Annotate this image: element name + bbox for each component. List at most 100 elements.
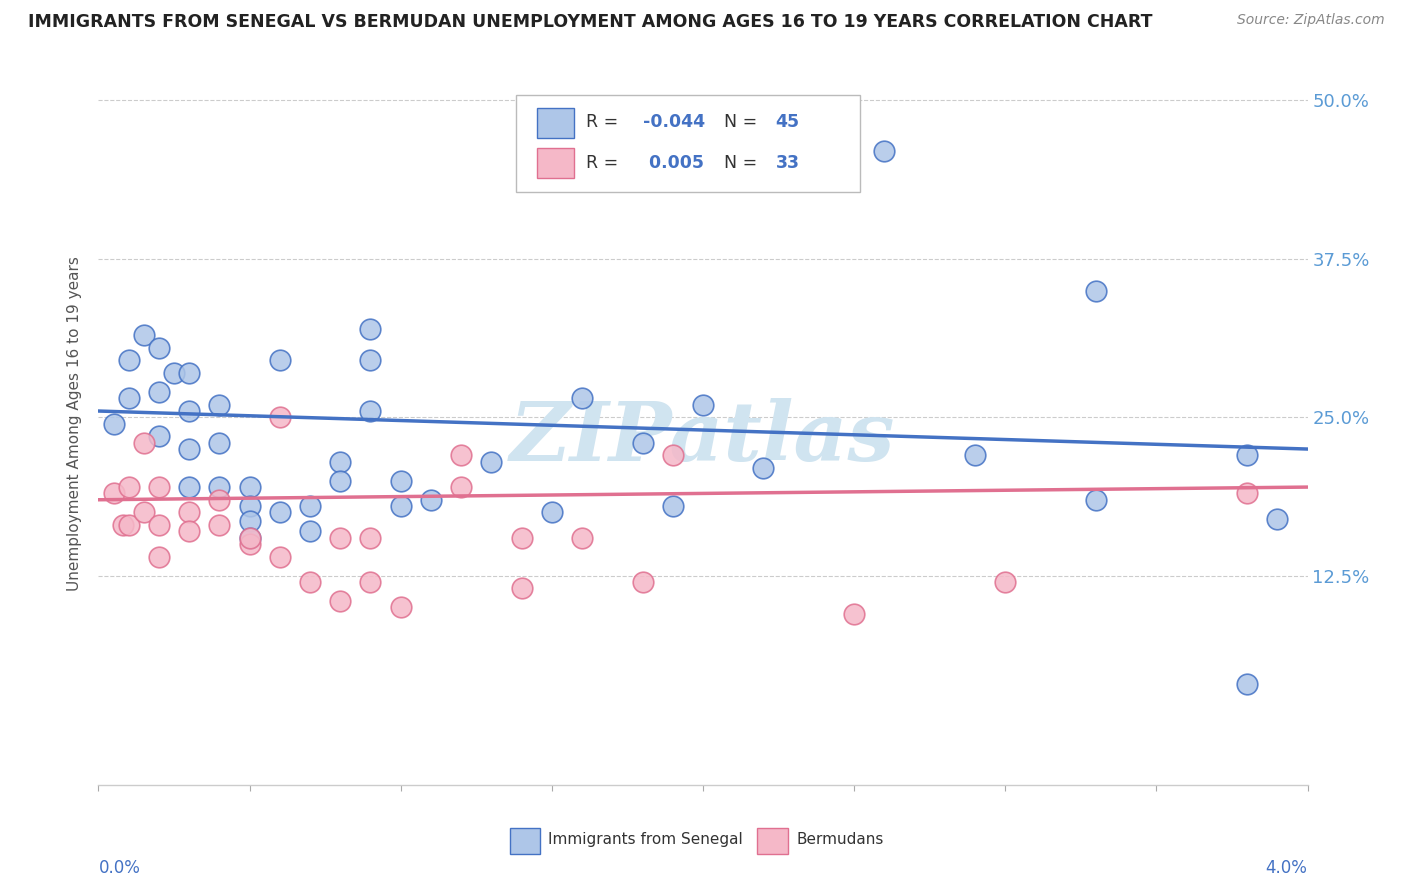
Point bbox=[844, 607, 866, 621]
Point bbox=[179, 480, 201, 494]
Point bbox=[239, 531, 262, 545]
Text: ZIPatlas: ZIPatlas bbox=[510, 398, 896, 478]
Point bbox=[360, 404, 382, 418]
Point bbox=[179, 366, 201, 380]
Point bbox=[179, 505, 201, 519]
Point bbox=[269, 410, 291, 425]
Point bbox=[208, 492, 231, 507]
Text: N =: N = bbox=[724, 113, 762, 131]
Point bbox=[661, 499, 683, 513]
Point bbox=[631, 435, 654, 450]
Text: IMMIGRANTS FROM SENEGAL VS BERMUDAN UNEMPLOYMENT AMONG AGES 16 TO 19 YEARS CORRE: IMMIGRANTS FROM SENEGAL VS BERMUDAN UNEM… bbox=[28, 13, 1153, 31]
Point bbox=[329, 455, 352, 469]
Point bbox=[148, 480, 170, 494]
Point bbox=[179, 404, 201, 418]
Point bbox=[510, 582, 533, 596]
Point bbox=[148, 549, 170, 564]
Text: N =: N = bbox=[724, 154, 762, 172]
Point bbox=[179, 524, 201, 539]
Point bbox=[239, 499, 262, 513]
Point bbox=[329, 474, 352, 488]
Point bbox=[299, 575, 322, 590]
Point bbox=[269, 549, 291, 564]
Point bbox=[118, 353, 141, 368]
Point bbox=[208, 518, 231, 533]
Point bbox=[1085, 284, 1108, 298]
Point bbox=[510, 531, 533, 545]
Text: R =: R = bbox=[586, 154, 623, 172]
Point bbox=[132, 505, 155, 519]
Point bbox=[299, 499, 322, 513]
Point bbox=[208, 435, 231, 450]
Point bbox=[873, 144, 896, 158]
Point bbox=[692, 398, 714, 412]
Point bbox=[299, 524, 322, 539]
Point bbox=[118, 480, 141, 494]
Point bbox=[360, 531, 382, 545]
Point bbox=[179, 442, 201, 456]
Text: R =: R = bbox=[586, 113, 623, 131]
Point bbox=[1236, 449, 1258, 463]
Point bbox=[111, 518, 134, 533]
Point bbox=[389, 499, 412, 513]
Point bbox=[132, 435, 155, 450]
Point bbox=[965, 449, 987, 463]
Point bbox=[239, 480, 262, 494]
Text: -0.044: -0.044 bbox=[643, 113, 704, 131]
Point bbox=[1085, 492, 1108, 507]
Point bbox=[571, 392, 593, 406]
Point bbox=[752, 461, 775, 475]
Point bbox=[420, 492, 443, 507]
Text: 33: 33 bbox=[776, 154, 800, 172]
Text: 0.005: 0.005 bbox=[643, 154, 703, 172]
Point bbox=[616, 100, 638, 114]
Point bbox=[389, 474, 412, 488]
Point bbox=[450, 480, 472, 494]
Point bbox=[481, 455, 503, 469]
Point bbox=[1236, 676, 1258, 690]
Point bbox=[1267, 512, 1289, 526]
FancyBboxPatch shape bbox=[516, 95, 860, 193]
Point bbox=[269, 353, 291, 368]
Text: Immigrants from Senegal: Immigrants from Senegal bbox=[548, 831, 742, 847]
Point bbox=[360, 321, 382, 335]
Point bbox=[329, 594, 352, 608]
Point bbox=[269, 505, 291, 519]
Point bbox=[118, 518, 141, 533]
Point bbox=[148, 384, 170, 399]
Point bbox=[148, 429, 170, 443]
Point bbox=[360, 575, 382, 590]
Point bbox=[103, 486, 125, 500]
Text: Source: ZipAtlas.com: Source: ZipAtlas.com bbox=[1237, 13, 1385, 28]
Point bbox=[661, 449, 683, 463]
Point bbox=[540, 505, 562, 519]
Text: 45: 45 bbox=[776, 113, 800, 131]
FancyBboxPatch shape bbox=[758, 829, 787, 854]
Point bbox=[360, 353, 382, 368]
Point bbox=[132, 328, 155, 343]
Point bbox=[239, 514, 262, 528]
FancyBboxPatch shape bbox=[509, 829, 540, 854]
Text: Bermudans: Bermudans bbox=[796, 831, 883, 847]
Point bbox=[208, 480, 231, 494]
FancyBboxPatch shape bbox=[537, 148, 574, 178]
Point bbox=[118, 392, 141, 406]
Point bbox=[994, 575, 1017, 590]
Point bbox=[103, 417, 125, 431]
Y-axis label: Unemployment Among Ages 16 to 19 years: Unemployment Among Ages 16 to 19 years bbox=[67, 256, 83, 591]
Point bbox=[148, 518, 170, 533]
Point bbox=[329, 531, 352, 545]
Point bbox=[450, 449, 472, 463]
Text: 4.0%: 4.0% bbox=[1265, 859, 1308, 877]
Point bbox=[239, 537, 262, 551]
Point bbox=[239, 531, 262, 545]
Point bbox=[631, 575, 654, 590]
Text: 0.0%: 0.0% bbox=[98, 859, 141, 877]
Point bbox=[208, 398, 231, 412]
Point bbox=[571, 531, 593, 545]
Point bbox=[148, 341, 170, 355]
FancyBboxPatch shape bbox=[537, 108, 574, 138]
Point bbox=[389, 600, 412, 615]
Point bbox=[163, 366, 186, 380]
Point bbox=[1236, 486, 1258, 500]
